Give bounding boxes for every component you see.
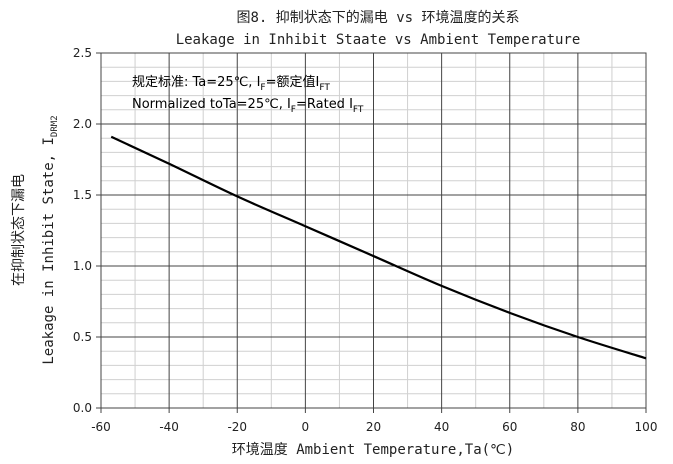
x-tick-label: -40	[159, 420, 179, 434]
x-tick-label: 20	[366, 420, 381, 434]
x-tick-label: 0	[302, 420, 310, 434]
y-tick-label: 1.0	[73, 259, 92, 273]
grid	[100, 52, 647, 409]
chart-title: 图8. 抑制状态下的漏电 vs 环境温度的关系	[237, 10, 520, 26]
y-tick-label: 0.0	[73, 401, 92, 415]
y-axis-title-cn: 在抑制状态下漏电	[11, 174, 27, 286]
annotation-line-2: Normalized toTa=25℃, IF=Rated IFT	[132, 97, 364, 115]
series-group	[110, 135, 647, 360]
series-line	[110, 135, 647, 360]
x-tick-label: 40	[434, 420, 449, 434]
y-tick-label: 1.5	[73, 188, 92, 202]
x-tick-label: 100	[635, 420, 658, 434]
y-axis-title-cn-group: 在抑制状态下漏电	[11, 174, 27, 286]
x-tick-label: 80	[570, 420, 585, 434]
x-tick-label: 60	[502, 420, 517, 434]
x-axis-title: 环境温度 Ambient Temperature,Ta(℃)	[232, 442, 514, 458]
axis-ticks: 0.0 0.5 1.0 1.5 2.0 2.5 -60 -40 -20 0 20 40 60 80 100	[73, 46, 658, 434]
chart-subtitle: Leakage in Inhibit Staate vs Ambient Tem…	[176, 32, 581, 48]
y-axis-title-en-group: Leakage in Inhibit State, IDRM2	[41, 115, 60, 364]
y-axis-title-en: Leakage in Inhibit State, IDRM2	[41, 115, 60, 364]
y-tick-label: 2.0	[73, 117, 92, 131]
annotation-line-1: 规定标准: Ta=25℃, IF=额定值IFT	[132, 74, 330, 93]
x-tick-label: -60	[91, 420, 111, 434]
x-tick-label: -20	[227, 420, 247, 434]
y-tick-label: 0.5	[73, 330, 92, 344]
y-tick-label: 2.5	[73, 46, 92, 60]
